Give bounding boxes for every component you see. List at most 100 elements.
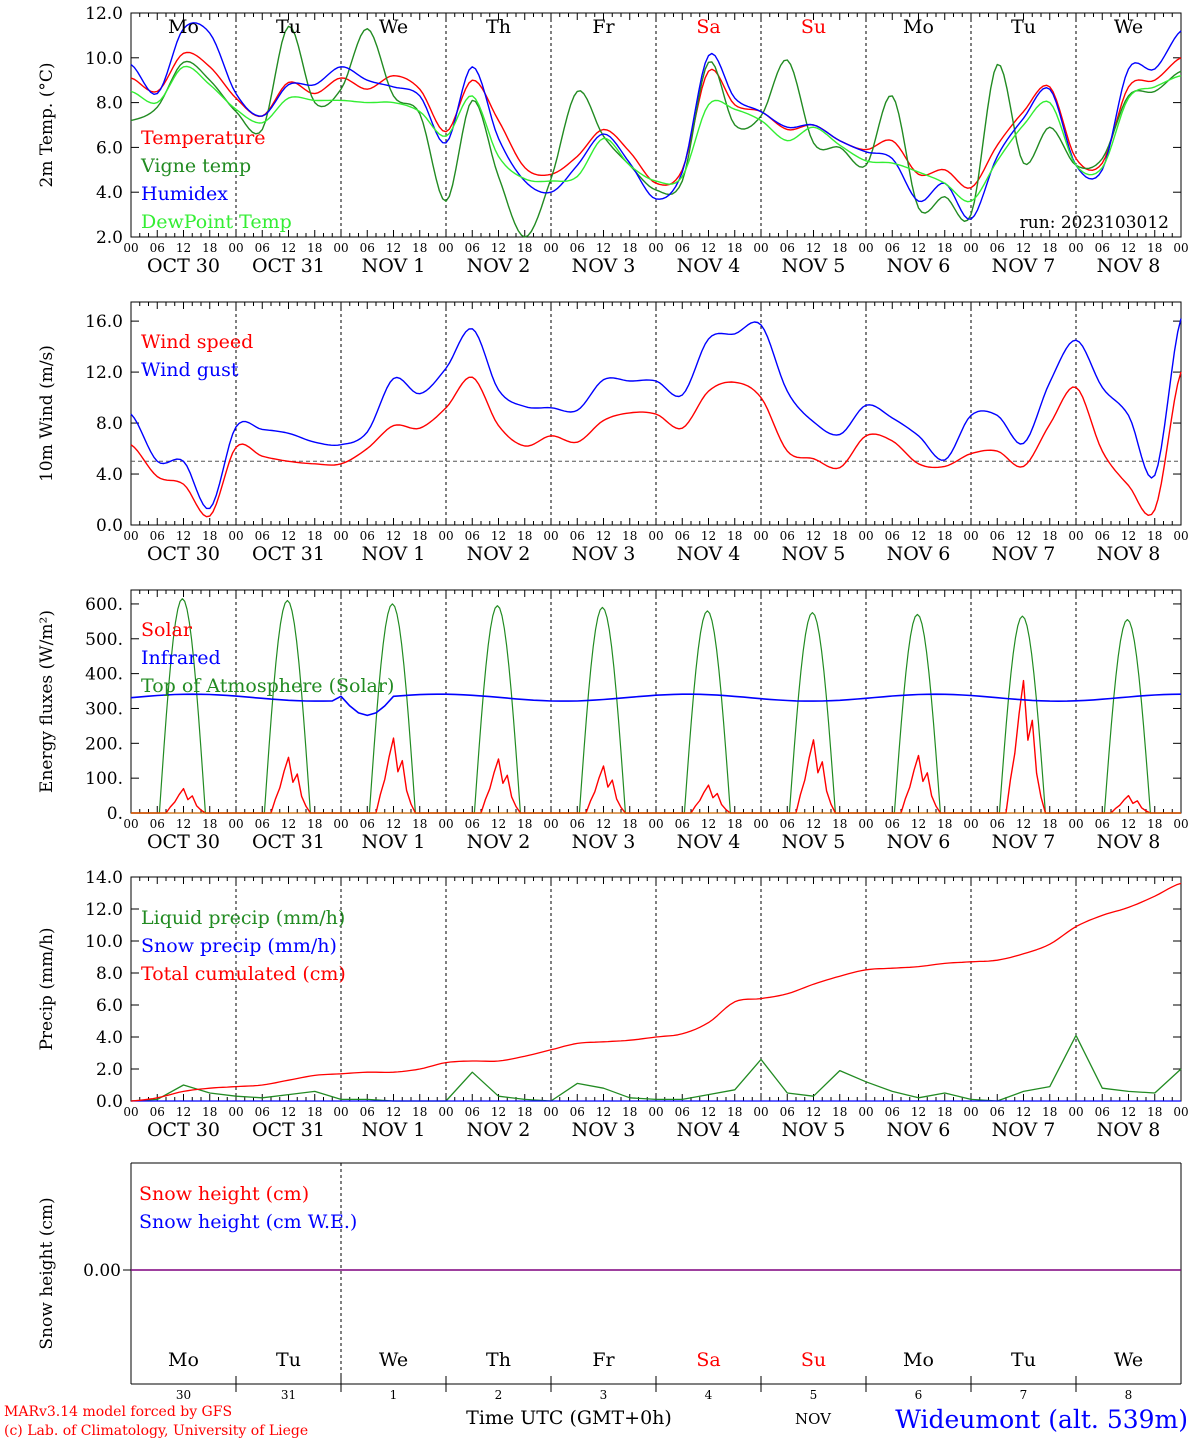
wind-panel-date-label: NOV 5 (782, 543, 846, 565)
temp-panel-hour-tick-label: 12 (596, 241, 611, 255)
energy-panel-hour-tick-label: 18 (1042, 817, 1057, 831)
temp-panel-hour-tick-label: 18 (517, 241, 532, 255)
energy-panel-date-label: NOV 5 (782, 831, 846, 853)
wind-panel-y-tick-label: 8.0 (96, 414, 123, 434)
temp-panel-hour-tick-label: 00 (858, 241, 873, 255)
temp-panel-hour-tick-label: 00 (1173, 241, 1188, 255)
snow-panel-day-number: 6 (915, 1388, 923, 1402)
precip-panel-legend-entry: Snow precip (mm/h) (141, 935, 337, 957)
energy-panel-hour-tick-label: 06 (1095, 817, 1110, 831)
wind-panel-hour-tick-label: 12 (1121, 529, 1136, 543)
precip-panel-hour-tick-label: 12 (806, 1105, 821, 1119)
temp-panel-hour-tick-label: 00 (123, 241, 138, 255)
temp-panel-hour-tick-label: 18 (622, 241, 637, 255)
wind-panel-date-label: NOV 1 (362, 543, 426, 565)
wind-panel-hour-tick-label: 00 (648, 529, 663, 543)
precip-panel-hour-tick-label: 06 (150, 1105, 165, 1119)
energy-panel-hour-tick-label: 06 (675, 817, 690, 831)
temp-panel-hour-tick-label: 06 (255, 241, 270, 255)
temp-panel-date-label: NOV 8 (1097, 255, 1161, 277)
snow-panel-weekday-label: Su (801, 1349, 826, 1371)
temp-panel-weekday-label: Mo (168, 16, 199, 38)
energy-panel-legend-entry: Top of Atmosphere (Solar) (141, 675, 394, 697)
energy-panel-hour-tick-label: 00 (438, 817, 453, 831)
temp-panel-hour-tick-label: 00 (963, 241, 978, 255)
energy-panel-hour-tick-label: 06 (150, 817, 165, 831)
snow-panel-weekday-label: Sa (696, 1349, 720, 1371)
energy-panel-hour-tick-label: 12 (806, 817, 821, 831)
precip-panel-y-tick-label: 0.0 (96, 1092, 123, 1112)
wind-panel-legend-entry: Wind gust (141, 359, 239, 381)
wind-panel-legend-entry: Wind speed (141, 331, 253, 353)
wind-panel-hour-tick-label: 00 (438, 529, 453, 543)
precip-panel-y-tick-label: 8.0 (96, 964, 123, 984)
temp-panel-hour-tick-label: 12 (1121, 241, 1136, 255)
energy-panel-hour-tick-label: 06 (360, 817, 375, 831)
energy-panel-hour-tick-label: 12 (911, 817, 926, 831)
temp-panel-legend-entry: Humidex (141, 183, 228, 205)
temp-panel-hour-tick-label: 12 (176, 241, 191, 255)
snow-panel-weekday-label: Tu (276, 1349, 301, 1371)
energy-panel-hour-tick-label: 18 (937, 817, 952, 831)
temp-panel-weekday-label: Tu (276, 16, 301, 38)
energy-panel-legend-entry: Solar (141, 619, 193, 641)
snow-panel-weekday-label: Tu (1011, 1349, 1036, 1371)
wind-panel-y-tick-label: 4.0 (96, 465, 123, 485)
precip-panel-hour-tick-label: 06 (360, 1105, 375, 1119)
energy-panel-hour-tick-label: 12 (176, 817, 191, 831)
wind-panel-date-label: NOV 4 (677, 543, 741, 565)
run-label: run: 2023103012 (1020, 213, 1169, 233)
energy-panel-date-label: NOV 1 (362, 831, 426, 853)
energy-panel-frame (131, 590, 1181, 813)
precip-panel-date-label: NOV 1 (362, 1119, 426, 1141)
wind-panel-hour-tick-label: 06 (1095, 529, 1110, 543)
precip-panel-hour-tick-label: 06 (990, 1105, 1005, 1119)
energy-panel-hour-tick-label: 06 (465, 817, 480, 831)
precip-panel-hour-tick-label: 18 (622, 1105, 637, 1119)
precip-panel-hour-tick-label: 18 (727, 1105, 742, 1119)
energy-panel-hour-tick-label: 00 (543, 817, 558, 831)
energy-panel-hour-tick-label: 18 (517, 817, 532, 831)
precip-panel-hour-tick-label: 12 (386, 1105, 401, 1119)
snow-panel-day-number: 1 (390, 1388, 398, 1402)
temp-panel-hour-tick-label: 00 (543, 241, 558, 255)
snow-panel-legend-entry: Snow height (cm) (139, 1183, 309, 1205)
precip-panel-hour-tick-label: 12 (281, 1105, 296, 1119)
temp-panel-y-axis-label: 2m Temp. (°C) (37, 62, 57, 187)
energy-panel-date-label: NOV 3 (572, 831, 636, 853)
temp-panel-y-tick-label: 8.0 (96, 94, 123, 114)
precip-panel-hour-tick-label: 12 (1121, 1105, 1136, 1119)
temp-panel-weekday-label: Fr (592, 16, 615, 38)
temp-panel-hour-tick-label: 00 (438, 241, 453, 255)
snow-panel-day-number: 7 (1020, 1388, 1028, 1402)
precip-panel-y-tick-label: 2.0 (96, 1060, 123, 1080)
wind-panel-hour-tick-label: 18 (832, 529, 847, 543)
precip-panel-hour-tick-label: 00 (543, 1105, 558, 1119)
wind-panel-hour-tick-label: 00 (123, 529, 138, 543)
precip-panel-date-label: NOV 8 (1097, 1119, 1161, 1141)
energy-panel-y-tick-label: 0. (107, 804, 123, 824)
snow-panel-weekday-label: Th (486, 1349, 511, 1371)
wind-panel-date-label: NOV 7 (992, 543, 1056, 565)
temp-panel-weekday-label: We (379, 16, 408, 38)
footer-month-label: NOV (795, 1410, 832, 1428)
temp-panel-hour-tick-label: 06 (780, 241, 795, 255)
temp-panel-line-temperature (131, 52, 1181, 188)
energy-panel-hour-tick-label: 00 (123, 817, 138, 831)
precip-panel-legend-entry: Total cumulated (cm) (141, 963, 346, 985)
wind-panel-hour-tick-label: 18 (202, 529, 217, 543)
wind-panel-hour-tick-label: 12 (386, 529, 401, 543)
precip-panel-hour-tick-label: 00 (438, 1105, 453, 1119)
wind-panel-hour-tick-label: 06 (885, 529, 900, 543)
temp-panel-date-label: NOV 7 (992, 255, 1056, 277)
precip-panel-hour-tick-label: 12 (596, 1105, 611, 1119)
energy-panel-date-label: NOV 2 (467, 831, 531, 853)
energy-panel-hour-tick-label: 18 (202, 817, 217, 831)
temp-panel-y-tick-label: 6.0 (96, 138, 123, 158)
temp-panel-hour-tick-label: 12 (281, 241, 296, 255)
energy-panel-hour-tick-label: 12 (386, 817, 401, 831)
wind-panel-hour-tick-label: 12 (701, 529, 716, 543)
temp-panel-hour-tick-label: 00 (333, 241, 348, 255)
